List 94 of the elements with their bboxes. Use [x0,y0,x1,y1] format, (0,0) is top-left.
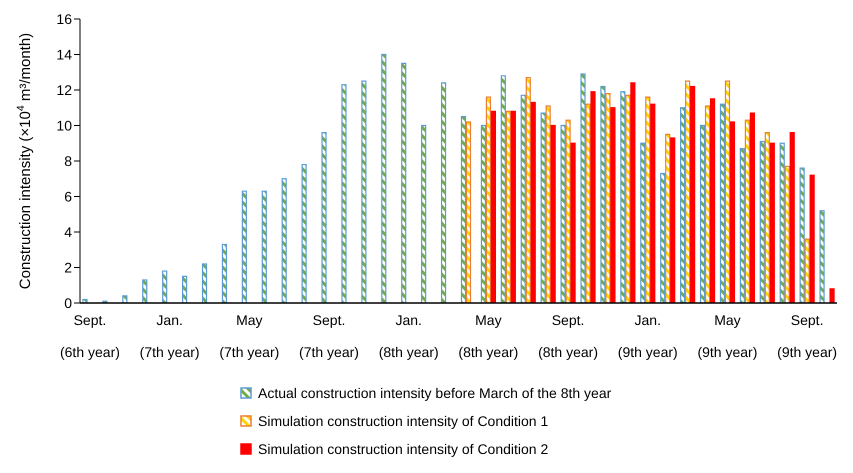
bar [530,102,536,303]
bar [401,62,406,303]
bar [685,80,690,303]
y-tick-label: 16 [56,10,72,27]
bar [282,178,287,303]
bar [540,112,546,303]
y-tick-label: 4 [64,224,72,240]
y-tick-label: 8 [64,152,72,169]
legend-label: Simulation construction intensity of Condition 1 [258,413,548,429]
bar [142,279,148,303]
bar [665,134,670,303]
bar [700,124,706,303]
y-tick-label: 2 [64,259,72,276]
x-tick-label: May (8th year) [458,312,518,360]
bar [819,210,825,303]
bar [182,276,188,303]
bar [565,120,571,303]
bar [620,91,626,303]
bar [750,112,755,303]
bar [302,164,307,303]
bar [790,132,795,303]
bar [341,84,347,303]
bar [625,94,630,303]
x-tick-label: May (9th year) [697,312,758,360]
bar [500,75,506,303]
bar [585,104,591,303]
bar [690,86,696,303]
bar [590,91,596,303]
bar [650,104,656,303]
bar [490,110,496,303]
bar [321,132,327,303]
y-tick-label: 12 [56,82,72,98]
y-tick-label: 10 [56,117,72,134]
bar [520,94,526,303]
x-tick-label: Jan. (8th year) [378,312,439,360]
bar [810,174,815,303]
bar [724,80,730,303]
x-tick-label: Sept. (7th year) [299,312,359,360]
bar [421,124,426,303]
bar [550,124,556,303]
x-tick-label: Jan. (7th year) [140,312,200,360]
bar [605,92,611,303]
bar [242,190,247,303]
y-tick-label: 14 [56,46,72,62]
legend-label: Simulation construction intensity of Condition 2 [258,441,548,457]
bar [560,124,566,303]
bar [600,86,606,303]
bar [526,76,531,303]
bar [580,73,586,303]
x-tick-label: May (7th year) [219,312,280,360]
bar [720,104,726,303]
bar [670,137,676,303]
bar [486,96,492,303]
bar [122,295,128,303]
bar [645,96,650,303]
bar [381,54,386,303]
bar [784,166,790,303]
bar [440,82,446,303]
bar [570,142,576,303]
bar [740,148,745,303]
bar [764,132,770,303]
bar [829,288,835,303]
x-tick-label: Sept. (9th year) [777,312,838,360]
bar [710,98,716,303]
bar [760,140,765,303]
legend-label: Actual construction intensity before March of the 8th year [258,385,612,401]
bar [804,238,810,303]
bar [466,121,472,303]
bar [630,82,636,303]
bar [262,190,267,303]
y-tick-label: 6 [64,188,72,204]
bar [162,270,168,303]
bar [780,142,785,303]
x-tick-label: Sept. (8th year) [538,312,598,360]
bar [680,107,686,303]
bar [730,121,736,303]
bar [660,172,666,303]
bar [770,142,775,303]
x-tick-label: Sept. (6th year) [60,312,120,360]
x-tick-label: Jan. (9th year) [618,312,678,360]
bar [744,120,750,303]
bar [361,80,366,303]
bar [510,110,516,303]
bar [610,107,616,303]
bar [202,263,208,303]
bar [222,244,228,303]
bar [480,124,486,303]
bar [460,116,466,303]
bar [506,110,511,303]
bar [704,105,710,303]
bar [546,105,551,303]
bar [800,168,805,303]
bar [640,142,646,303]
y-tick-label: 0 [64,294,72,311]
